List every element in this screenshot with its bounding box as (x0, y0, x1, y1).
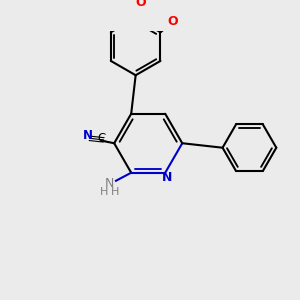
Text: N: N (162, 171, 172, 184)
Text: N: N (105, 177, 114, 190)
Text: N: N (83, 129, 93, 142)
Text: O: O (167, 15, 178, 28)
Text: C: C (98, 132, 106, 145)
Text: H: H (100, 188, 109, 197)
Text: O: O (135, 0, 146, 9)
Text: H: H (111, 188, 119, 197)
